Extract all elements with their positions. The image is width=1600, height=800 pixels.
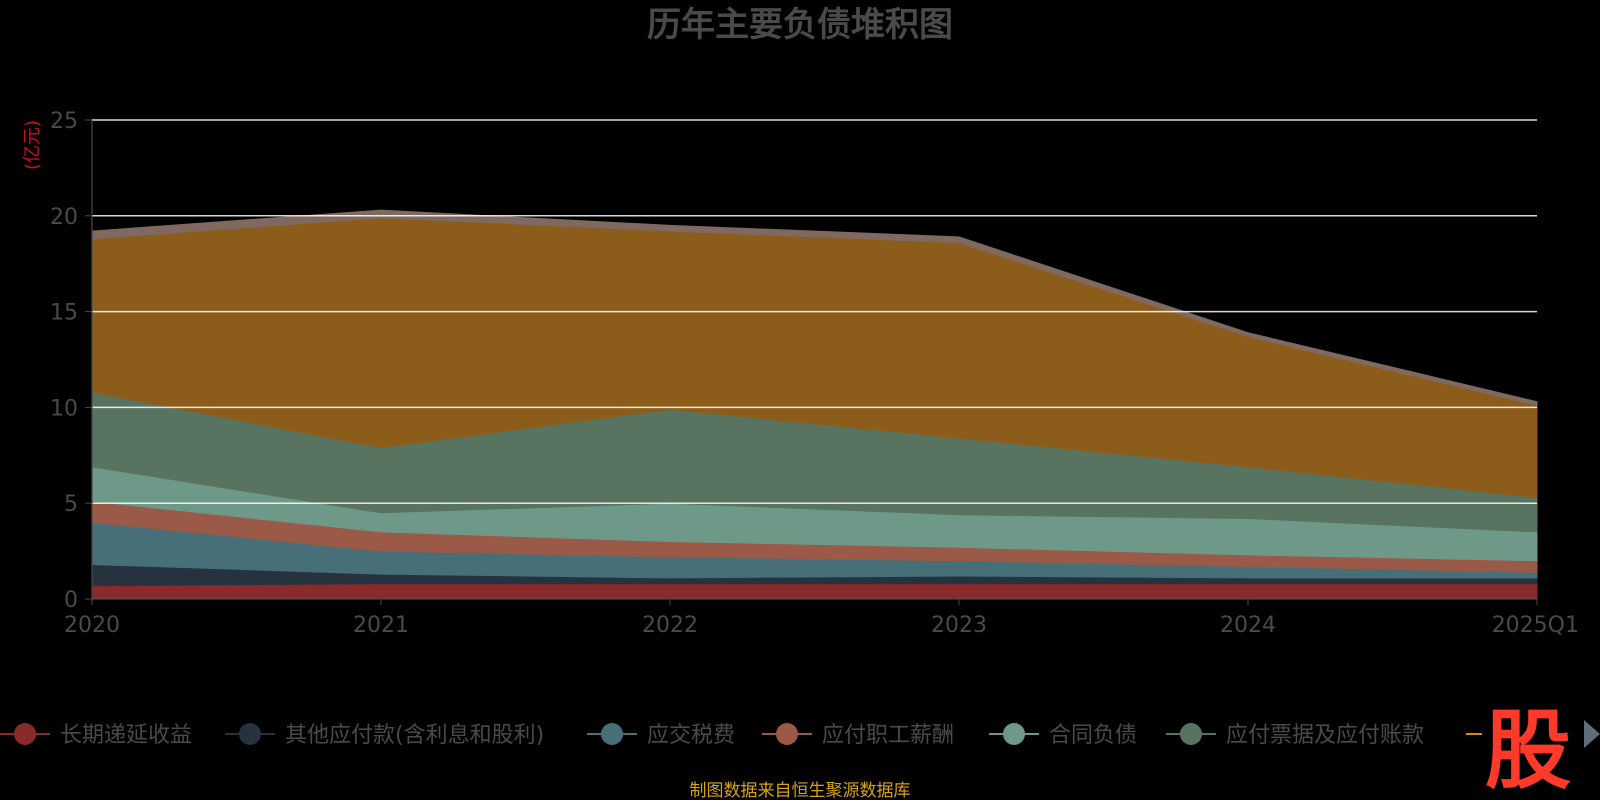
- axes: [91, 120, 1537, 600]
- y-axis-ticks: 0 5 10 15 20 25: [50, 109, 92, 613]
- x-tick-label: 2023: [931, 613, 987, 638]
- x-tick-label: 2020: [64, 613, 120, 638]
- legend-label: 应交税费: [647, 723, 735, 748]
- x-tick-label: 2024: [1220, 613, 1276, 638]
- legend-item[interactable]: 其他应付款(含利息和股利): [225, 723, 544, 748]
- area-series-8[interactable]: [91, 209, 1538, 407]
- y-tick-label: 20: [50, 205, 78, 230]
- legend-item[interactable]: 应付票据及应付账款: [1166, 723, 1424, 748]
- y-tick-label: 25: [50, 109, 78, 134]
- legend-item[interactable]: 应交税费: [587, 723, 735, 748]
- legend-marker-icon: [776, 723, 798, 745]
- x-tick-label: 2021: [353, 613, 409, 638]
- triangle-right-icon[interactable]: [1584, 720, 1600, 748]
- y-tick-label: 10: [50, 396, 78, 421]
- x-tick-label: 2022: [642, 613, 698, 638]
- legend-label: 合同负债: [1049, 723, 1137, 748]
- legend-label: 长期递延收益: [60, 723, 192, 748]
- source-note: 制图数据来自恒生聚源数据库: [690, 781, 911, 800]
- area-series-group: [91, 209, 1538, 600]
- chart-title: 历年主要负债堆积图: [647, 5, 953, 45]
- legend-marker-icon: [1003, 723, 1025, 745]
- legend-marker-icon: [239, 723, 261, 745]
- legend: 长期递延收益 其他应付款(含利息和股利) 应交税费 应付职工薪酬 合同负债 应付票据及应付…: [0, 723, 1482, 748]
- legend-marker-icon: [1180, 723, 1202, 745]
- legend-item[interactable]: 合同负债: [989, 723, 1137, 748]
- legend-item[interactable]: 应付职工薪酬: [762, 723, 954, 748]
- watermark-stamp: 股: [1485, 700, 1571, 800]
- area-series-1[interactable]: [91, 583, 1538, 600]
- x-axis-ticks: 2020 2021 2022 2023 2024 2025Q1: [64, 599, 1579, 638]
- legend-label: 其他应付款(含利息和股利): [285, 723, 544, 748]
- legend-marker-icon: [14, 723, 36, 745]
- gridlines: [92, 119, 1537, 504]
- x-tick-label: 2025Q1: [1492, 613, 1579, 638]
- legend-marker-icon: [601, 723, 623, 745]
- watermark-text: 股: [1485, 700, 1571, 800]
- y-tick-label: 5: [64, 492, 78, 517]
- y-tick-label: 15: [50, 301, 78, 326]
- legend-label: 应付票据及应付账款: [1226, 723, 1424, 748]
- y-tick-label: 0: [64, 588, 78, 613]
- y-axis-unit-label: (亿元): [22, 120, 43, 170]
- legend-label: 应付职工薪酬: [822, 723, 954, 748]
- legend-item[interactable]: 长期递延收益: [0, 723, 192, 748]
